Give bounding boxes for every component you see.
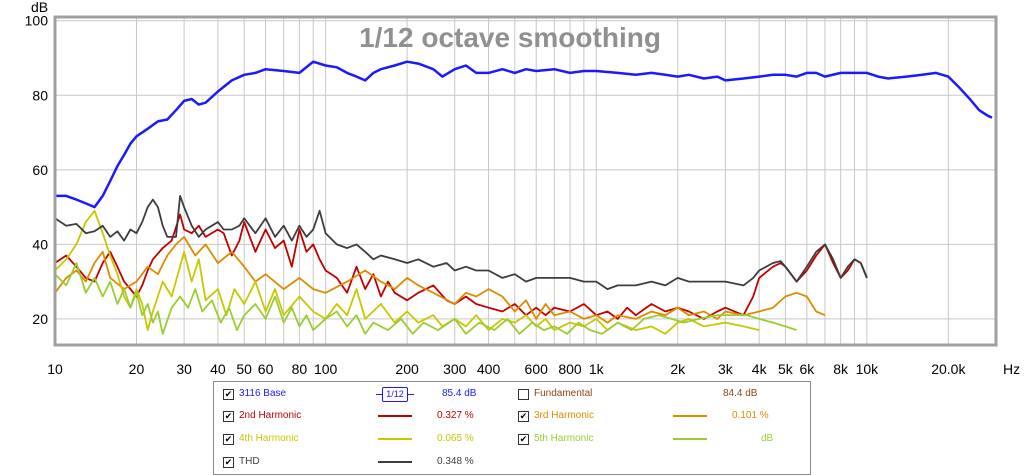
series-layer bbox=[54, 60, 993, 335]
tick-labels: 20 40 60 80 100 10 20 30 40 50 60 80 100 200 300 400 600… bbox=[25, 13, 967, 377]
grid bbox=[55, 17, 996, 345]
x-tick-label: 60 bbox=[258, 361, 274, 377]
chart: 20 40 60 80 100 10 20 30 40 50 60 80 100 200 300 400 600… bbox=[25, 0, 1020, 377]
legend-label-h4: 4th Harmonic bbox=[239, 433, 299, 444]
y-tick-label: 60 bbox=[32, 162, 48, 178]
x-tick-label: 4k bbox=[752, 361, 768, 377]
x-tick-label: 200 bbox=[395, 361, 419, 377]
x-tick-label: 5k bbox=[778, 361, 794, 377]
h4-swatch bbox=[378, 438, 412, 440]
x-tick-label: 40 bbox=[210, 361, 226, 377]
h4-checkbox[interactable]: ✔ bbox=[223, 434, 234, 445]
y-tick-label: 80 bbox=[32, 87, 48, 103]
legend-label-fundamental: Fundamental bbox=[534, 388, 593, 399]
plot-area bbox=[55, 17, 996, 345]
y-tick-label: 100 bbox=[25, 13, 49, 29]
h3-value: 0.101 % bbox=[732, 410, 769, 421]
series-2nd-harmonic bbox=[54, 213, 868, 320]
plot-frame bbox=[53, 15, 998, 347]
h5-swatch bbox=[673, 438, 707, 440]
x-tick-label: 2k bbox=[670, 361, 686, 377]
legend-label-h3: 3rd Harmonic bbox=[534, 410, 595, 421]
x-tick-label: 20.0k bbox=[931, 361, 966, 377]
x-tick-label: 80 bbox=[292, 361, 308, 377]
fundamental-checkbox[interactable] bbox=[518, 389, 529, 400]
chart-title: 1/12 octave smoothing bbox=[359, 22, 661, 53]
x-tick-label: 3k bbox=[718, 361, 734, 377]
legend-label-h5: 5th Harmonic bbox=[534, 433, 594, 444]
base-value: 85.4 dB bbox=[442, 388, 477, 399]
base-checkbox[interactable]: ✔ bbox=[223, 389, 234, 400]
x-tick-label: 100 bbox=[314, 361, 338, 377]
h2-checkbox[interactable]: ✔ bbox=[223, 411, 234, 422]
x-tick-label: 800 bbox=[558, 361, 582, 377]
h2-value: 0.327 % bbox=[437, 410, 474, 421]
series-3116-base bbox=[55, 60, 993, 209]
x-tick-label: 10k bbox=[856, 361, 880, 377]
x-tick-label: 20 bbox=[129, 361, 145, 377]
series-3rd-harmonic bbox=[54, 236, 826, 324]
h4-value: 0.065 % bbox=[437, 433, 474, 444]
legend-label-base: 3116 Base bbox=[239, 388, 287, 399]
x-tick-label: 50 bbox=[236, 361, 252, 377]
x-tick-label: 8k bbox=[833, 361, 849, 377]
smoothing-selector[interactable]: 1/12 bbox=[376, 387, 414, 402]
x-tick-label: 600 bbox=[525, 361, 549, 377]
x-tick-label: 400 bbox=[477, 361, 501, 377]
x-axis-unit: Hz bbox=[1003, 361, 1020, 377]
h5-value: dB bbox=[761, 433, 774, 444]
h3-swatch bbox=[673, 415, 707, 417]
legend-label-h2: 2nd Harmonic bbox=[239, 410, 302, 421]
thd-value: 0.348 % bbox=[437, 456, 474, 467]
fundamental-value: 84.4 dB bbox=[723, 388, 758, 399]
x-tick-label: 10 bbox=[47, 361, 63, 377]
y-axis-label: dB bbox=[31, 0, 48, 15]
thd-swatch bbox=[378, 461, 412, 463]
h2-swatch bbox=[378, 415, 412, 417]
series-4th-harmonic bbox=[54, 209, 760, 335]
y-tick-label: 20 bbox=[32, 311, 48, 327]
thd-checkbox[interactable]: ✔ bbox=[223, 457, 234, 468]
x-tick-label: 6k bbox=[799, 361, 815, 377]
x-tick-label: 30 bbox=[176, 361, 192, 377]
h3-checkbox[interactable]: ✔ bbox=[518, 411, 529, 422]
legend-label-thd: THD bbox=[239, 456, 260, 467]
x-tick-label: 300 bbox=[443, 361, 467, 377]
series-thd bbox=[54, 195, 868, 290]
series-5th-harmonic bbox=[54, 262, 797, 335]
y-tick-label: 40 bbox=[32, 236, 48, 252]
legend-panel: ✔ 3116 Base 1/12 85.4 dB Fundamental 84.… bbox=[213, 381, 811, 475]
x-tick-label: 1k bbox=[589, 361, 605, 377]
h5-checkbox[interactable]: ✔ bbox=[518, 434, 529, 445]
